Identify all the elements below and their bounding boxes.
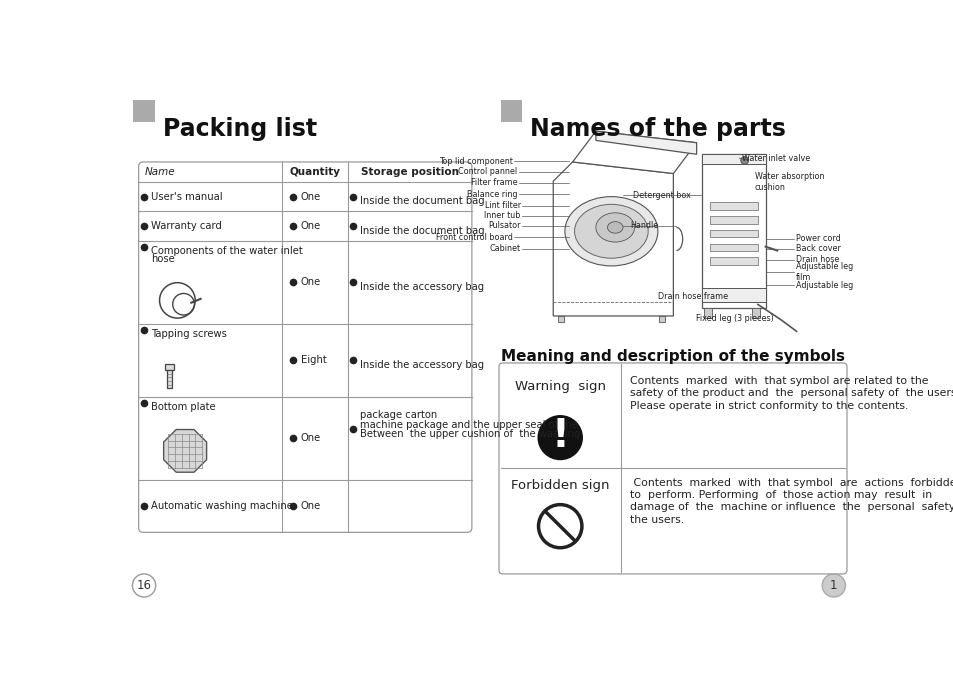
- Bar: [709, 230, 757, 237]
- Text: damage of  the  machine or influence  the  personal  safety of: damage of the machine or influence the p…: [629, 502, 953, 512]
- Text: Warranty card: Warranty card: [151, 221, 222, 231]
- FancyBboxPatch shape: [138, 162, 472, 532]
- Bar: [701, 154, 765, 164]
- Bar: [709, 258, 757, 265]
- FancyBboxPatch shape: [498, 363, 846, 574]
- Text: One: One: [300, 433, 320, 443]
- Text: Components of the water inlet: Components of the water inlet: [151, 246, 302, 256]
- Text: Front control board: Front control board: [436, 233, 513, 242]
- Text: Storage position: Storage position: [360, 167, 458, 177]
- Text: Inside the accessory bag: Inside the accessory bag: [360, 360, 484, 370]
- Circle shape: [132, 574, 155, 597]
- Text: Water absorption
cushion: Water absorption cushion: [754, 172, 823, 192]
- Bar: [658, 316, 664, 322]
- Text: Adjustable leg: Adjustable leg: [795, 281, 852, 290]
- Text: Drain hose frame: Drain hose frame: [658, 292, 727, 301]
- Text: Power cord: Power cord: [795, 235, 840, 243]
- Text: to  perform. Performing  of  those action may  result  in: to perform. Performing of those action m…: [629, 490, 931, 500]
- Bar: [703, 308, 711, 318]
- Text: Top lid component: Top lid component: [438, 157, 513, 166]
- Text: Fixed leg (3 pieces): Fixed leg (3 pieces): [696, 314, 773, 322]
- Text: One: One: [300, 277, 320, 287]
- Polygon shape: [572, 131, 696, 174]
- Circle shape: [537, 416, 581, 459]
- Text: Balance ring: Balance ring: [467, 190, 517, 199]
- Text: One: One: [300, 221, 320, 231]
- Text: Meaning and description of the symbols: Meaning and description of the symbols: [500, 349, 843, 364]
- Text: One: One: [300, 501, 320, 511]
- Text: machine package and the upper seal of the: machine package and the upper seal of th…: [360, 420, 578, 429]
- Text: Contents  marked  with  that symbol are related to the: Contents marked with that symbol are rel…: [629, 376, 927, 386]
- Text: Back cover: Back cover: [795, 245, 840, 254]
- Bar: [558, 316, 563, 322]
- Text: Drain hose: Drain hose: [795, 256, 839, 264]
- Bar: [709, 243, 757, 251]
- Bar: [701, 154, 765, 308]
- Ellipse shape: [564, 197, 658, 266]
- Text: One: One: [300, 191, 320, 201]
- Text: Names of the parts: Names of the parts: [530, 118, 785, 141]
- Text: Lint filter: Lint filter: [484, 201, 520, 210]
- Text: User's manual: User's manual: [151, 191, 222, 201]
- Text: !: !: [551, 417, 569, 455]
- Text: Automatic washing machine: Automatic washing machine: [151, 501, 293, 511]
- Bar: [752, 308, 760, 318]
- Text: 16: 16: [136, 579, 152, 592]
- Ellipse shape: [574, 204, 647, 258]
- Circle shape: [537, 504, 581, 548]
- Ellipse shape: [607, 222, 622, 233]
- Text: Inside the document bag: Inside the document bag: [360, 226, 484, 235]
- Text: Packing list: Packing list: [162, 118, 316, 141]
- Text: 1: 1: [829, 579, 837, 592]
- Text: Between  the upper cushion of  the washing: Between the upper cushion of the washing: [360, 429, 580, 439]
- Text: Eight: Eight: [300, 356, 326, 365]
- Polygon shape: [164, 429, 207, 473]
- Text: the users.: the users.: [629, 514, 683, 525]
- Text: Filter frame: Filter frame: [471, 178, 517, 187]
- Bar: [709, 216, 757, 224]
- Bar: [500, 100, 521, 122]
- Text: hose: hose: [151, 254, 174, 264]
- Bar: [709, 202, 757, 210]
- Polygon shape: [596, 131, 696, 154]
- Ellipse shape: [596, 213, 634, 242]
- Text: Pulsator: Pulsator: [488, 221, 520, 231]
- Text: Bottom plate: Bottom plate: [151, 402, 215, 412]
- Polygon shape: [553, 162, 673, 316]
- Bar: [165, 364, 174, 370]
- Bar: [167, 370, 172, 388]
- Text: Please operate in strict conformity to the contents.: Please operate in strict conformity to t…: [629, 401, 907, 411]
- Text: safety of the product and  the  personal safety of  the users.: safety of the product and the personal s…: [629, 388, 953, 398]
- Text: Name: Name: [145, 167, 175, 177]
- Bar: [133, 100, 154, 122]
- Bar: [701, 288, 765, 302]
- Text: Adjustable leg
film: Adjustable leg film: [795, 262, 852, 282]
- Text: Handle: Handle: [630, 221, 659, 231]
- Text: Tapping screws: Tapping screws: [151, 329, 227, 339]
- Circle shape: [740, 157, 748, 164]
- Text: Inside the accessory bag: Inside the accessory bag: [360, 282, 484, 292]
- Text: package carton: package carton: [360, 410, 437, 420]
- Text: Contents  marked  with  that symbol  are  actions  forbidden: Contents marked with that symbol are act…: [629, 478, 953, 487]
- Text: Warning  sign: Warning sign: [515, 380, 605, 393]
- Text: Forbidden sign: Forbidden sign: [511, 479, 609, 492]
- Text: Water inlet valve: Water inlet valve: [740, 153, 809, 163]
- Text: Control pannel: Control pannel: [458, 168, 517, 176]
- Text: Cabinet: Cabinet: [489, 245, 520, 254]
- Text: Detergent box: Detergent box: [633, 191, 690, 199]
- Circle shape: [821, 574, 844, 597]
- Text: Inside the document bag: Inside the document bag: [360, 196, 484, 206]
- Text: Quantity: Quantity: [289, 167, 340, 177]
- Text: Inner tub: Inner tub: [484, 212, 520, 220]
